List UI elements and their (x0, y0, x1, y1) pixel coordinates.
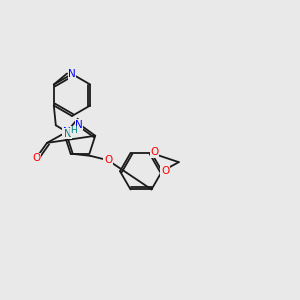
Text: N: N (75, 120, 83, 130)
Text: N: N (68, 69, 76, 79)
Text: O: O (32, 153, 40, 163)
Text: O: O (104, 155, 112, 165)
Text: N: N (63, 127, 71, 137)
Text: O: O (161, 166, 169, 176)
Text: N: N (64, 129, 72, 139)
Text: O: O (150, 147, 159, 157)
Text: H: H (70, 126, 77, 135)
